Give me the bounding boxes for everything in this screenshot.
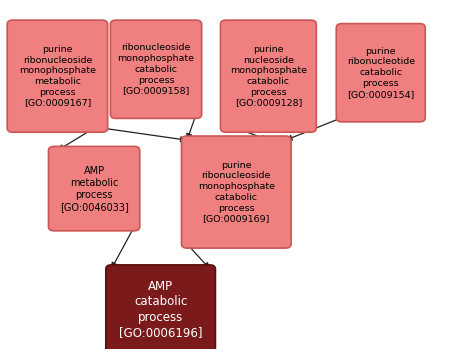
FancyBboxPatch shape [182,136,291,248]
Text: ribonucleoside
monophosphate
catabolic
process
[GO:0009158]: ribonucleoside monophosphate catabolic p… [117,43,195,95]
FancyBboxPatch shape [220,20,316,132]
FancyBboxPatch shape [110,20,202,118]
FancyBboxPatch shape [106,265,215,353]
FancyBboxPatch shape [7,20,108,132]
Text: AMP
metabolic
process
[GO:0046033]: AMP metabolic process [GO:0046033] [60,166,129,211]
FancyBboxPatch shape [49,146,140,231]
Text: purine
ribonucleotide
catabolic
process
[GO:0009154]: purine ribonucleotide catabolic process … [347,47,415,99]
Text: purine
ribonucleoside
monophosphate
metabolic
process
[GO:0009167]: purine ribonucleoside monophosphate meta… [19,45,96,108]
Text: purine
nucleoside
monophosphate
catabolic
process
[GO:0009128]: purine nucleoside monophosphate cataboli… [230,45,307,108]
FancyBboxPatch shape [336,24,425,122]
Text: purine
ribonucleoside
monophosphate
catabolic
process
[GO:0009169]: purine ribonucleoside monophosphate cata… [198,161,275,223]
Text: AMP
catabolic
process
[GO:0006196]: AMP catabolic process [GO:0006196] [119,280,202,340]
